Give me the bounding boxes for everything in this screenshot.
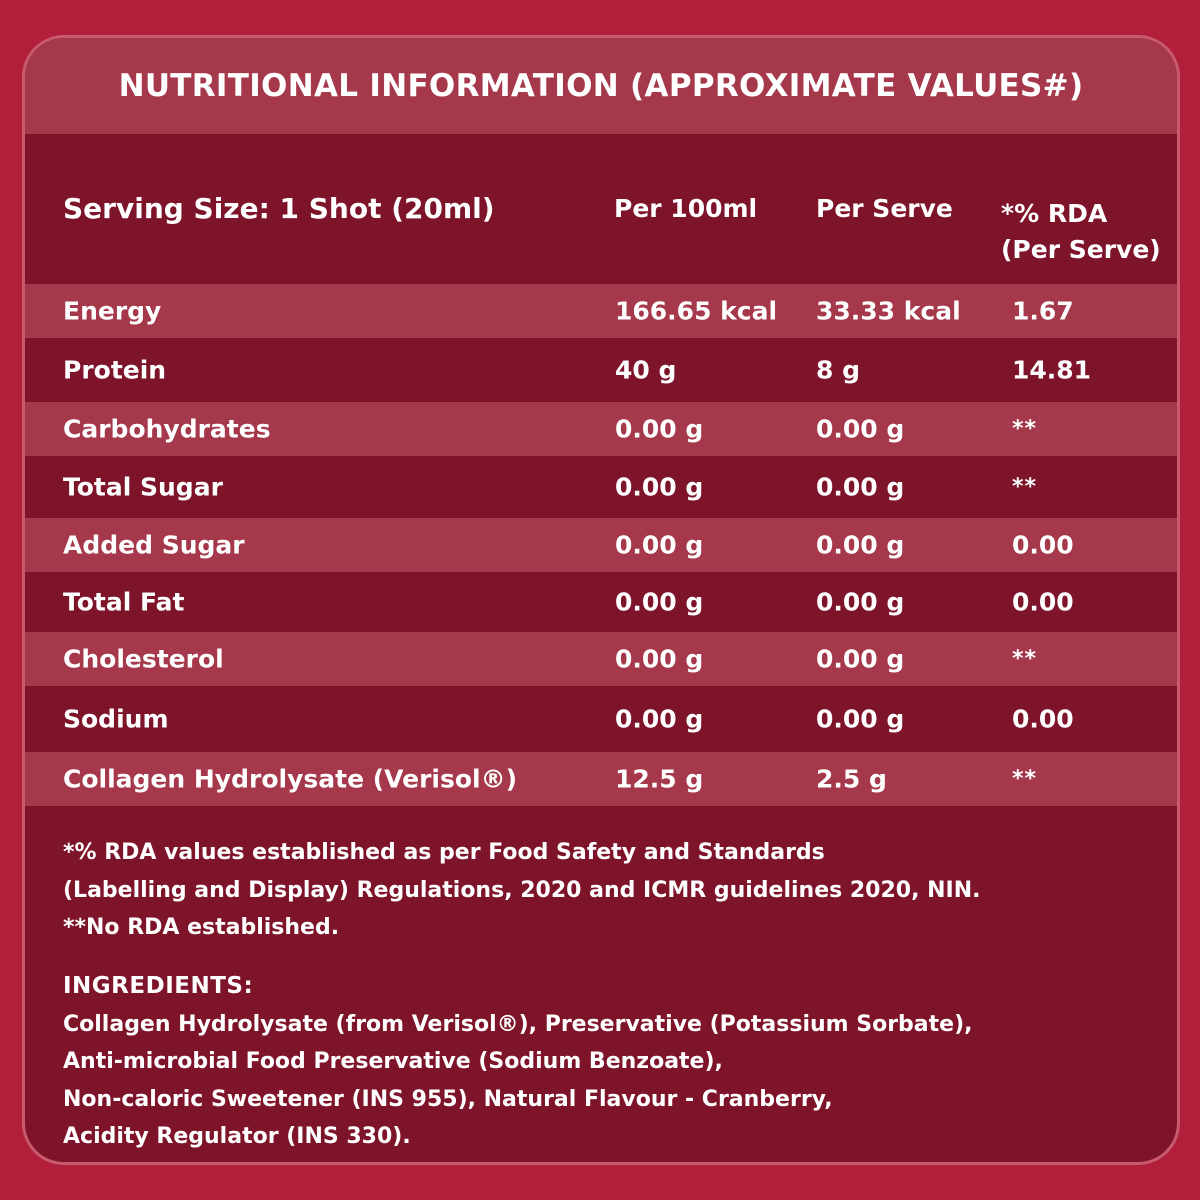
- ingredients-title: INGREDIENTS:: [63, 973, 254, 999]
- per-100ml-value: 0.00 g: [615, 644, 704, 674]
- table-row: Added Sugar 0.00 g 0.00 g 0.00: [25, 518, 1177, 572]
- per-serve-value: 0.00 g: [816, 704, 905, 734]
- per-100ml-value: 12.5 g: [615, 764, 704, 794]
- table-header: Serving Size: 1 Shot (20ml) Per 100ml Pe…: [25, 134, 1177, 284]
- per-serve-value: 0.00 g: [816, 472, 905, 502]
- rda-value: 0.00: [1012, 587, 1074, 617]
- nutrition-table: Energy 166.65 kcal 33.33 kcal 1.67 Prote…: [25, 284, 1177, 806]
- nutrient-name: Protein: [63, 355, 167, 385]
- per-serve-value: 2.5 g: [816, 764, 887, 794]
- nutrition-panel: NUTRITIONAL INFORMATION (APPROXIMATE VAL…: [22, 35, 1180, 1165]
- rda-footnote: *% RDA values established as per Food Sa…: [63, 834, 981, 947]
- rda-header: *% RDA (Per Serve): [1001, 196, 1161, 268]
- per-100ml-value: 0.00 g: [615, 472, 704, 502]
- nutrient-name: Energy: [63, 296, 162, 326]
- per-serve-header: Per Serve: [816, 194, 953, 223]
- table-row: Sodium 0.00 g 0.00 g 0.00: [25, 686, 1177, 752]
- table-row: Energy 166.65 kcal 33.33 kcal 1.67: [25, 284, 1177, 338]
- per-100ml-value: 40 g: [615, 355, 677, 385]
- per-serve-value: 0.00 g: [816, 587, 905, 617]
- footnote-line: *% RDA values established as per Food Sa…: [63, 840, 825, 865]
- table-row: Collagen Hydrolysate (Verisol®) 12.5 g 2…: [25, 752, 1177, 806]
- panel-title: NUTRITIONAL INFORMATION (APPROXIMATE VAL…: [118, 68, 1084, 104]
- ingredients-section: INGREDIENTS: Collagen Hydrolysate (from …: [63, 968, 973, 1156]
- nutrient-name: Carbohydrates: [63, 414, 271, 444]
- per-100ml-header: Per 100ml: [614, 194, 758, 223]
- footnote-line: **No RDA established.: [63, 915, 340, 940]
- per-serve-value: 0.00 g: [816, 644, 905, 674]
- ingredients-line: Non-caloric Sweetener (INS 955), Natural…: [63, 1086, 833, 1112]
- rda-value: 0.00: [1012, 704, 1074, 734]
- nutrient-name: Added Sugar: [63, 530, 245, 560]
- footnote-line: (Labelling and Display) Regulations, 202…: [63, 877, 981, 903]
- ingredients-line: Anti-microbial Food Preservative (Sodium…: [63, 1049, 723, 1074]
- per-100ml-value: 166.65 kcal: [615, 296, 778, 326]
- per-100ml-value: 0.00 g: [615, 414, 704, 444]
- rda-value: **: [1012, 766, 1038, 792]
- table-row: Total Fat 0.00 g 0.00 g 0.00: [25, 572, 1177, 632]
- per-100ml-value: 0.00 g: [615, 704, 704, 734]
- table-row: Protein 40 g 8 g 14.81: [25, 338, 1177, 402]
- nutrient-name: Total Fat: [63, 587, 185, 617]
- per-serve-value: 0.00 g: [816, 414, 905, 444]
- nutrient-name: Collagen Hydrolysate (Verisol®): [63, 764, 518, 794]
- rda-value: 14.81: [1012, 355, 1092, 385]
- ingredients-line: Acidity Regulator (INS 330).: [63, 1124, 411, 1149]
- nutrient-name: Cholesterol: [63, 644, 224, 674]
- ingredients-line: Collagen Hydrolysate (from Verisol®), Pr…: [63, 1011, 973, 1037]
- rda-value: 0.00: [1012, 530, 1074, 560]
- serving-size-header: Serving Size: 1 Shot (20ml): [63, 192, 495, 225]
- nutrient-name: Total Sugar: [63, 472, 223, 502]
- per-serve-value: 8 g: [816, 355, 860, 385]
- per-100ml-value: 0.00 g: [615, 587, 704, 617]
- nutrient-name: Sodium: [63, 704, 169, 734]
- rda-value: **: [1012, 474, 1038, 500]
- rda-header-line1: *% RDA: [1001, 199, 1108, 228]
- table-row: Total Sugar 0.00 g 0.00 g **: [25, 456, 1177, 518]
- title-bar: NUTRITIONAL INFORMATION (APPROXIMATE VAL…: [25, 38, 1177, 134]
- per-100ml-value: 0.00 g: [615, 530, 704, 560]
- rda-value: 1.67: [1012, 296, 1074, 326]
- per-serve-value: 0.00 g: [816, 530, 905, 560]
- rda-header-line2: (Per Serve): [1001, 235, 1161, 264]
- rda-value: **: [1012, 416, 1038, 442]
- per-serve-value: 33.33 kcal: [816, 296, 961, 326]
- table-row: Carbohydrates 0.00 g 0.00 g **: [25, 402, 1177, 456]
- rda-value: **: [1012, 646, 1038, 672]
- table-row: Cholesterol 0.00 g 0.00 g **: [25, 632, 1177, 686]
